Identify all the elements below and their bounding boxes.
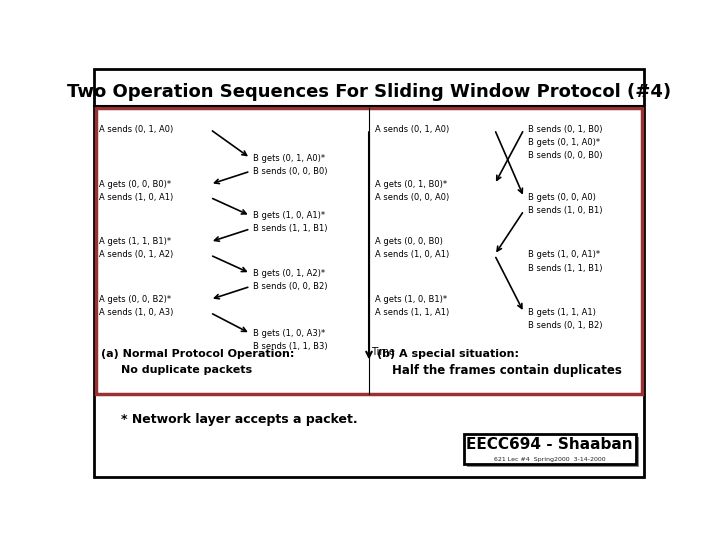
Text: Half the frames contain duplicates: Half the frames contain duplicates: [392, 363, 622, 377]
Text: * Network layer accepts a packet.: * Network layer accepts a packet.: [121, 413, 358, 426]
Text: A sends (0, 1, A0): A sends (0, 1, A0): [99, 125, 174, 134]
Text: A sends (1, 0, A1): A sends (1, 0, A1): [99, 193, 174, 202]
Text: B gets (0, 1, A0)*: B gets (0, 1, A0)*: [528, 138, 600, 147]
Text: A gets (1, 1, B1)*: A gets (1, 1, B1)*: [99, 238, 171, 246]
Text: 621 Lec #4  Spring2000  3-14-2000: 621 Lec #4 Spring2000 3-14-2000: [494, 456, 606, 462]
Text: B sends (1, 0, B1): B sends (1, 0, B1): [528, 206, 603, 215]
Text: B sends (1, 1, B3): B sends (1, 1, B3): [253, 342, 328, 351]
Text: (a) Normal Protocol Operation:: (a) Normal Protocol Operation:: [101, 349, 294, 360]
Text: B sends (1, 1, B1): B sends (1, 1, B1): [528, 264, 603, 273]
Text: A sends (1, 0, A1): A sends (1, 0, A1): [375, 251, 449, 260]
Text: A sends (0, 0, A0): A sends (0, 0, A0): [375, 193, 449, 202]
Text: B gets (1, 0, A1)*: B gets (1, 0, A1)*: [253, 211, 325, 220]
Text: A gets (1, 0, B1)*: A gets (1, 0, B1)*: [375, 295, 447, 304]
Bar: [467, 437, 639, 467]
Text: No duplicate packets: No duplicate packets: [121, 365, 252, 375]
Text: A sends (1, 1, A1): A sends (1, 1, A1): [375, 308, 449, 317]
Text: B gets (1, 0, A1)*: B gets (1, 0, A1)*: [528, 251, 600, 260]
Text: B sends (0, 0, B0): B sends (0, 0, B0): [528, 151, 603, 160]
Text: (b) A special situation:: (b) A special situation:: [377, 349, 518, 360]
Text: A gets (0, 0, B2)*: A gets (0, 0, B2)*: [99, 295, 171, 304]
Text: B sends (0, 0, B2): B sends (0, 0, B2): [253, 282, 328, 291]
Bar: [464, 434, 636, 464]
Text: Time: Time: [372, 347, 395, 357]
Text: B sends (0, 0, B0): B sends (0, 0, B0): [253, 167, 328, 176]
Text: B gets (0, 0, A0): B gets (0, 0, A0): [528, 193, 595, 202]
Text: B gets (0, 1, A2)*: B gets (0, 1, A2)*: [253, 269, 325, 278]
Bar: [96, 108, 642, 394]
Text: Two Operation Sequences For Sliding Window Protocol (#4): Two Operation Sequences For Sliding Wind…: [67, 83, 671, 101]
Text: A sends (1, 0, A3): A sends (1, 0, A3): [99, 308, 174, 317]
Text: B sends (0, 1, B2): B sends (0, 1, B2): [528, 321, 603, 330]
Text: A sends (0, 1, A0): A sends (0, 1, A0): [375, 125, 449, 134]
Text: A gets (0, 1, B0)*: A gets (0, 1, B0)*: [375, 180, 447, 189]
Text: B gets (1, 0, A3)*: B gets (1, 0, A3)*: [253, 329, 325, 338]
Text: B gets (0, 1, A0)*: B gets (0, 1, A0)*: [253, 153, 325, 163]
Text: A sends (0, 1, A2): A sends (0, 1, A2): [99, 251, 174, 260]
Text: B gets (1, 1, A1): B gets (1, 1, A1): [528, 308, 595, 317]
Text: A gets (0, 0, B0): A gets (0, 0, B0): [375, 238, 443, 246]
Text: A gets (0, 0, B0)*: A gets (0, 0, B0)*: [99, 180, 171, 189]
Text: B sends (0, 1, B0): B sends (0, 1, B0): [528, 125, 603, 134]
Text: B sends (1, 1, B1): B sends (1, 1, B1): [253, 224, 328, 233]
Text: EECC694 - Shaaban: EECC694 - Shaaban: [467, 437, 633, 452]
